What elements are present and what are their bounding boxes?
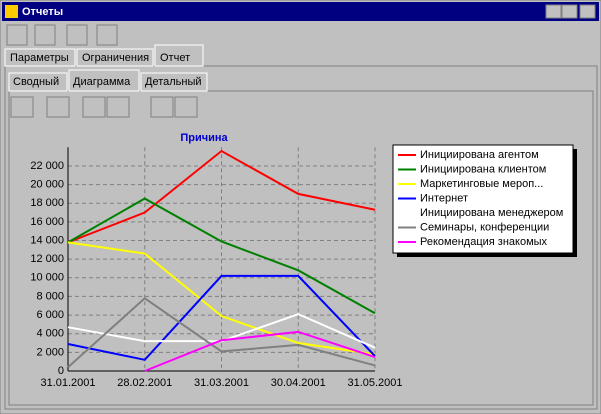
chart-title: Причина <box>180 132 228 144</box>
series-line <box>67 197 376 315</box>
legend-label: Маркетинговые мероп... <box>420 178 543 190</box>
series-line <box>67 149 376 244</box>
x-tick-label: 31.05.2001 <box>347 377 402 389</box>
y-tick-label: 20 000 <box>30 178 64 190</box>
x-tick-label: 31.01.2001 <box>40 377 95 389</box>
line-button[interactable] <box>82 96 106 118</box>
y-tick-label: 4 000 <box>36 328 64 340</box>
close-button[interactable] <box>579 4 596 19</box>
tab-label: Параметры <box>10 52 69 64</box>
series-line <box>67 297 376 369</box>
maximize-button[interactable] <box>561 4 578 19</box>
y-tick-label: 8 000 <box>36 290 64 302</box>
tab-label: Ограничения <box>82 52 149 64</box>
bar-button[interactable] <box>46 96 70 118</box>
app-icon <box>5 5 18 18</box>
subtab-label: Сводный <box>13 76 59 88</box>
export-button[interactable] <box>66 24 88 46</box>
y-tick-label: 6 000 <box>36 309 64 321</box>
x-tick-label: 28.02.2001 <box>117 377 172 389</box>
y-tick-label: 16 000 <box>30 216 64 228</box>
pie-button[interactable] <box>10 96 34 118</box>
clear-button[interactable] <box>34 24 56 46</box>
subtab[interactable] <box>68 69 140 92</box>
y-tick-label: 14 000 <box>30 234 64 246</box>
subtab-label: Диаграмма <box>73 76 131 88</box>
legend-label: Семинары, конференции <box>420 221 549 233</box>
tab-label: Отчет <box>160 52 190 64</box>
legend-label: Инициирована менеджером <box>420 207 563 219</box>
series-line <box>144 330 376 372</box>
legend-label: Рекомендация знакомых <box>420 236 548 248</box>
legend-label: Интернет <box>420 192 468 204</box>
tab[interactable] <box>4 48 76 67</box>
series-line <box>67 241 376 356</box>
y-tick-label: 22 000 <box>30 160 64 172</box>
subtab[interactable] <box>8 72 68 92</box>
legend-label: Инициирована агентом <box>420 149 539 161</box>
window-title: Отчеты <box>22 6 63 18</box>
refresh-button[interactable] <box>6 24 28 46</box>
x-tick-label: 31.03.2001 <box>194 377 249 389</box>
title-bar <box>2 2 599 21</box>
y-tick-label: 0 <box>58 365 64 377</box>
tab[interactable] <box>154 44 204 67</box>
area-button[interactable] <box>106 96 130 118</box>
legend <box>392 144 574 254</box>
x-tick-label: 30.04.2001 <box>271 377 326 389</box>
subtab-label: Детальный <box>145 76 202 88</box>
y-tick-label: 12 000 <box>30 253 64 265</box>
legend-label: Инициирована клиентом <box>420 163 546 175</box>
tab[interactable] <box>76 48 154 67</box>
y-tick-label: 18 000 <box>30 197 64 209</box>
y-tick-label: 10 000 <box>30 272 64 284</box>
save-button[interactable] <box>150 96 174 118</box>
print-button[interactable] <box>96 24 118 46</box>
series-line <box>67 274 376 361</box>
subtab[interactable] <box>140 72 208 92</box>
y-tick-label: 2 000 <box>36 346 64 358</box>
copy-button[interactable] <box>174 96 198 118</box>
minimize-button[interactable] <box>545 4 562 19</box>
